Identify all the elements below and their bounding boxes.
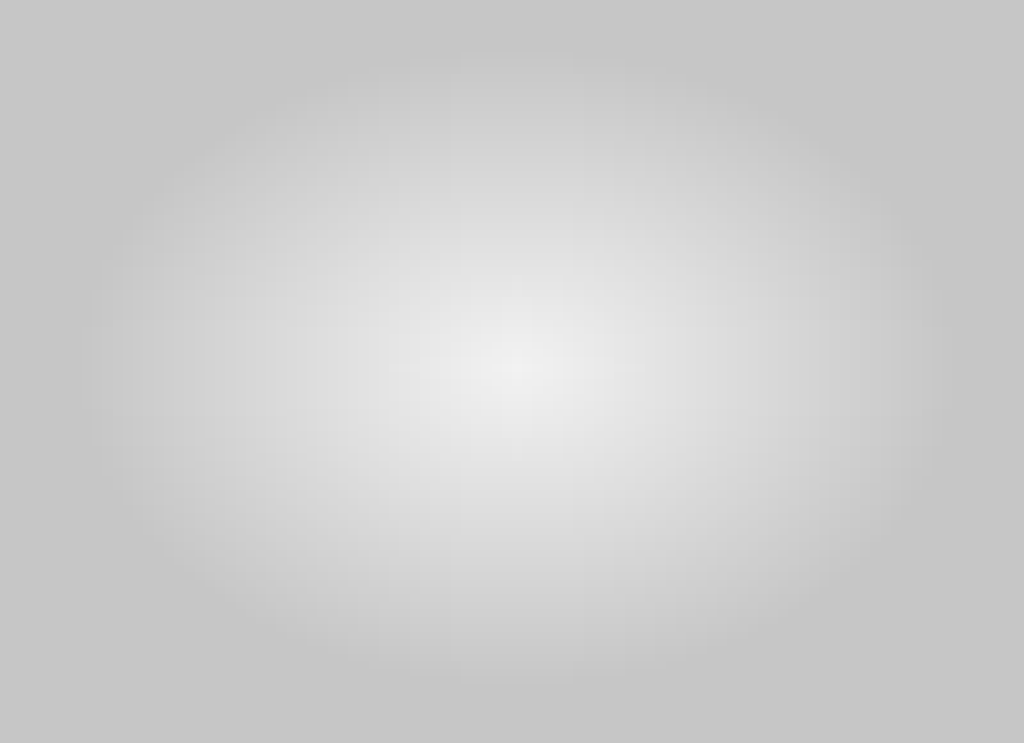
Text: August 2005-April 2018: August 2005-April 2018 [50,91,329,111]
Bar [535,492,590,646]
Text: Source: Syracuse University TRAC Data: Source: Syracuse University TRAC Data [50,147,351,162]
Bar [605,491,662,646]
Bar [302,513,357,646]
Text: 3,207: 3,207 [144,587,193,602]
Bar [844,291,900,646]
Text: 43,669: 43,669 [913,82,973,97]
Bar [838,291,893,646]
Text: ICE Detainers in Midwestern States,: ICE Detainers in Midwestern States, [50,35,475,55]
Text: 890: 890 [76,616,108,631]
Bar [379,496,435,646]
Text: 12,019: 12,019 [372,477,430,492]
Bar [528,492,584,646]
Bar [218,545,274,646]
Text: 8,106: 8,106 [222,526,270,541]
Bar [689,473,744,646]
Text: 12,455: 12,455 [604,472,663,487]
Bar [683,473,738,646]
Bar [766,370,822,646]
Text: 13,941: 13,941 [681,453,740,468]
Bar [922,101,977,646]
Text: 28,489: 28,489 [836,271,895,287]
Bar [296,513,351,646]
Bar [141,606,197,646]
Bar [451,495,506,646]
Text: 22,147: 22,147 [759,351,817,366]
Text: 10,696: 10,696 [294,493,353,508]
Bar [760,370,816,646]
Bar [457,495,512,646]
Bar [373,496,429,646]
Text: 12,392: 12,392 [526,473,586,487]
Bar [70,635,125,646]
Bar [224,545,281,646]
Bar [611,491,668,646]
Bar [63,635,119,646]
Bar [915,101,971,646]
Bar [147,606,203,646]
Text: 12,125: 12,125 [450,476,508,490]
FancyBboxPatch shape [36,19,417,200]
